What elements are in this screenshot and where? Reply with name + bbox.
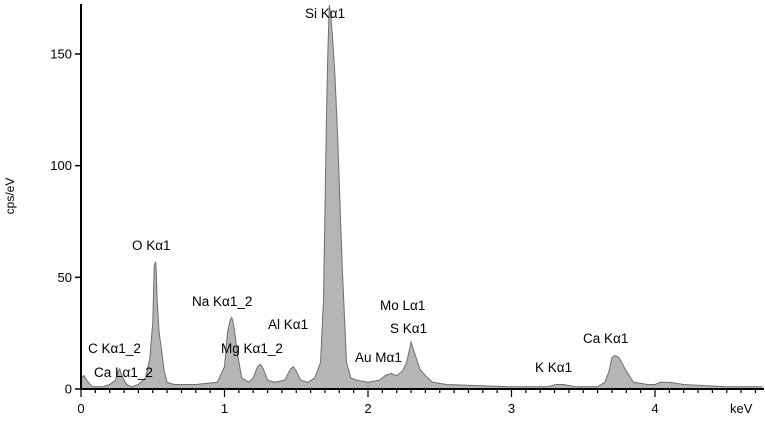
peak-label-k-ka1: K Kα1 bbox=[535, 360, 572, 375]
peak-label-c-ka1-2: C Kα1_2 bbox=[88, 341, 141, 356]
plot-area bbox=[80, 4, 763, 390]
x-axis-title: keV bbox=[730, 401, 753, 416]
x-tick-label: 1 bbox=[221, 401, 228, 416]
peak-labels: Si Kα1 O Kα1 Na Kα1_2 Al Kα1 Mg Kα1_2 Mo… bbox=[88, 6, 628, 380]
peak-label-si-ka1: Si Kα1 bbox=[305, 6, 345, 21]
spectrum-line bbox=[80, 4, 763, 388]
peak-label-mg-ka1-2: Mg Kα1_2 bbox=[221, 341, 283, 356]
y-axis-ticks: 0 50 100 150 bbox=[50, 47, 81, 397]
peak-label-s-ka1: S Kα1 bbox=[390, 321, 427, 336]
y-tick-label: 150 bbox=[50, 47, 72, 62]
y-tick-label: 0 bbox=[65, 382, 72, 397]
y-axis-title: cps/eV bbox=[3, 178, 17, 215]
peak-label-au-ma1: Au Mα1 bbox=[355, 350, 402, 365]
y-tick-label: 100 bbox=[50, 158, 72, 173]
x-axis-ticks: 0 1 2 3 4 bbox=[77, 389, 757, 416]
x-tick-label: 4 bbox=[651, 401, 658, 416]
x-tick-label: 3 bbox=[508, 401, 515, 416]
peak-label-ca-ka1: Ca Kα1 bbox=[583, 331, 628, 346]
peak-label-o-ka1: O Kα1 bbox=[132, 238, 171, 253]
x-tick-label: 2 bbox=[364, 401, 371, 416]
peak-label-mo-la1: Mo Lα1 bbox=[380, 298, 425, 313]
peak-label-ca-la1-2: Ca Lα1_2 bbox=[94, 365, 153, 380]
y-tick-label: 50 bbox=[58, 270, 72, 285]
x-tick-label: 0 bbox=[77, 401, 84, 416]
peak-label-na-ka1-2: Na Kα1_2 bbox=[192, 294, 252, 309]
peak-label-al-ka1: Al Kα1 bbox=[268, 317, 308, 332]
